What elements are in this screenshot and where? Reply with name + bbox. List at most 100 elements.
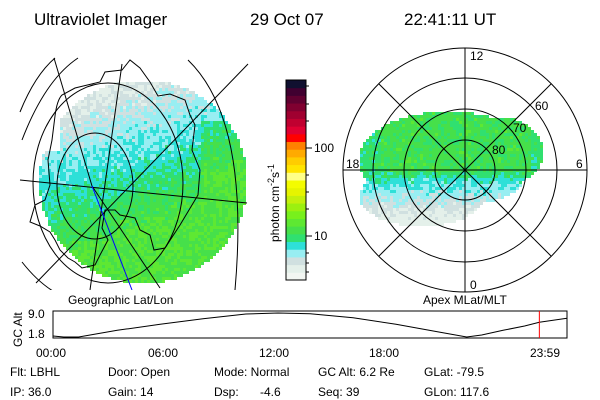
- aurora-pixel: [63, 241, 66, 244]
- aurora-pixel: [477, 133, 480, 136]
- aurora-pixel: [105, 118, 108, 121]
- aurora-pixel: [105, 136, 108, 139]
- aurora-pixel: [411, 160, 414, 163]
- aurora-pixel: [432, 130, 435, 133]
- aurora-pixel: [54, 181, 57, 184]
- aurora-pixel: [177, 268, 180, 271]
- aurora-pixel: [393, 172, 396, 175]
- aurora-pixel: [114, 103, 117, 106]
- aurora-pixel: [162, 169, 165, 172]
- aurora-pixel: [69, 109, 72, 112]
- aurora-pixel: [417, 145, 420, 148]
- aurora-pixel: [501, 157, 504, 160]
- aurora-pixel: [507, 148, 510, 151]
- aurora-pixel: [468, 154, 471, 157]
- aurora-pixel: [78, 178, 81, 181]
- aurora-pixel: [423, 166, 426, 169]
- aurora-pixel: [219, 205, 222, 208]
- aurora-pixel: [60, 178, 63, 181]
- aurora-pixel: [198, 196, 201, 199]
- aurora-pixel: [480, 151, 483, 154]
- aurora-pixel: [66, 238, 69, 241]
- aurora-pixel: [132, 184, 135, 187]
- aurora-pixel: [75, 157, 78, 160]
- aurora-pixel: [48, 205, 51, 208]
- aurora-pixel: [441, 139, 444, 142]
- aurora-pixel: [90, 241, 93, 244]
- aurora-pixel: [207, 205, 210, 208]
- aurora-pixel: [228, 196, 231, 199]
- aurora-pixel: [165, 217, 168, 220]
- aurora-pixel: [195, 220, 198, 223]
- aurora-pixel: [450, 115, 453, 118]
- aurora-pixel: [189, 220, 192, 223]
- aurora-pixel: [96, 202, 99, 205]
- aurora-pixel: [435, 151, 438, 154]
- aurora-pixel: [411, 151, 414, 154]
- aurora-pixel: [57, 184, 60, 187]
- aurora-pixel: [87, 250, 90, 253]
- aurora-pixel: [207, 202, 210, 205]
- aurora-pixel: [441, 160, 444, 163]
- aurora-pixel: [177, 172, 180, 175]
- aurora-pixel: [144, 97, 147, 100]
- aurora-pixel: [99, 133, 102, 136]
- aurora-pixel: [525, 142, 528, 145]
- aurora-pixel: [153, 220, 156, 223]
- aurora-pixel: [402, 151, 405, 154]
- aurora-pixel: [429, 175, 432, 178]
- aurora-pixel: [126, 109, 129, 112]
- aurora-pixel: [210, 148, 213, 151]
- aurora-pixel: [189, 157, 192, 160]
- aurora-pixel: [165, 148, 168, 151]
- aurora-pixel: [90, 127, 93, 130]
- aurora-pixel: [105, 271, 108, 274]
- aurora-pixel: [141, 223, 144, 226]
- aurora-pixel: [69, 175, 72, 178]
- aurora-pixel: [201, 190, 204, 193]
- aurora-pixel: [465, 136, 468, 139]
- aurora-pixel: [111, 151, 114, 154]
- aurora-pixel: [525, 139, 528, 142]
- aurora-pixel: [135, 82, 138, 85]
- aurora-pixel: [78, 244, 81, 247]
- aurora-pixel: [396, 124, 399, 127]
- aurora-pixel: [144, 178, 147, 181]
- aurora-pixel: [396, 160, 399, 163]
- aurora-pixel: [108, 190, 111, 193]
- aurora-pixel: [159, 211, 162, 214]
- aurora-pixel: [207, 193, 210, 196]
- aurora-pixel: [243, 178, 246, 181]
- aurora-pixel: [90, 256, 93, 259]
- aurora-pixel: [165, 85, 168, 88]
- aurora-pixel: [123, 178, 126, 181]
- aurora-pixel: [474, 178, 477, 181]
- aurora-pixel: [453, 148, 456, 151]
- aurora-pixel: [120, 181, 123, 184]
- aurora-pixel: [78, 193, 81, 196]
- aurora-pixel: [69, 118, 72, 121]
- aurora-pixel: [120, 127, 123, 130]
- aurora-pixel: [135, 175, 138, 178]
- aurora-pixel: [471, 154, 474, 157]
- aurora-pixel: [78, 163, 81, 166]
- aurora-pixel: [144, 157, 147, 160]
- aurora-pixel: [378, 184, 381, 187]
- aurora-pixel: [192, 184, 195, 187]
- aurora-pixel: [72, 193, 75, 196]
- aurora-pixel: [174, 127, 177, 130]
- aurora-pixel: [168, 211, 171, 214]
- aurora-pixel: [51, 220, 54, 223]
- aurora-pixel: [189, 127, 192, 130]
- aurora-pixel: [174, 238, 177, 241]
- aurora-pixel: [429, 142, 432, 145]
- aurora-pixel: [111, 190, 114, 193]
- aurora-pixel: [438, 115, 441, 118]
- aurora-pixel: [183, 178, 186, 181]
- aurora-pixel: [207, 178, 210, 181]
- colorbar-swatch: [286, 226, 306, 235]
- aurora-pixel: [60, 229, 63, 232]
- aurora-pixel: [153, 214, 156, 217]
- aurora-pixel: [168, 193, 171, 196]
- aurora-pixel: [519, 133, 522, 136]
